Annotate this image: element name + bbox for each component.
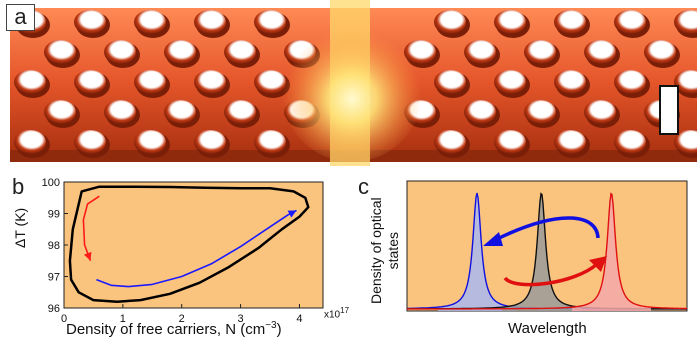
c-xlabel-text: Wavelength [508, 320, 587, 337]
lattice-hole [224, 100, 256, 124]
b-xlabel-exp: −3 [265, 320, 277, 331]
lattice-hole [254, 10, 286, 34]
lattice-hole [194, 10, 226, 34]
cavity-glow [282, 22, 422, 162]
lattice-hole [674, 10, 697, 34]
panel-a-label: a [6, 4, 35, 31]
panel-b-chart: 0 1 2 3 4 96 97 98 99 100 [42, 177, 324, 325]
lattice-hole [674, 130, 697, 154]
lattice-hole [14, 130, 46, 154]
b-y-tick-label: 98 [48, 240, 60, 252]
lattice-hole [644, 40, 676, 64]
blue-trajectory [96, 209, 297, 288]
panel-a: a [0, 0, 697, 166]
red-shift-arrow [503, 262, 599, 287]
b-xlabel-close: ) [276, 321, 282, 338]
lattice-hole [434, 70, 466, 94]
lattice-hole [164, 100, 196, 124]
c-ylabel-line2: states [385, 232, 401, 270]
lattice-hole [254, 70, 286, 94]
lattice-hole [584, 100, 616, 124]
lattice-hole [74, 10, 106, 34]
hysteresis-loop [68, 185, 310, 303]
lattice-hole [464, 100, 496, 124]
blue-arrowhead [483, 232, 503, 246]
photonic-crystal-render [10, 0, 697, 166]
lattice-hole [554, 70, 586, 94]
lattice-hole [104, 100, 136, 124]
lattice-hole [434, 10, 466, 34]
b-xlabel-text: Density of free carriers, N (cm [66, 321, 266, 338]
lattice-hole [254, 130, 286, 154]
lattice-hole [14, 70, 46, 94]
peak-fill [572, 193, 651, 311]
plot-area-b [63, 181, 324, 309]
blue-shift-arrow [494, 216, 600, 242]
peak-fill [502, 193, 581, 311]
b-y-tick-label: 100 [42, 177, 60, 189]
b-series-group [68, 185, 310, 303]
resonance-peak [407, 192, 687, 310]
peak-fill [438, 193, 516, 311]
b-x-tick-label: 0 [61, 313, 67, 325]
lattice-hole [74, 130, 106, 154]
lattice-hole [614, 70, 646, 94]
b-x-axis-label: Density of free carriers, N (cm−3) [66, 320, 282, 338]
lattice-hole [194, 130, 226, 154]
lattice-hole [464, 40, 496, 64]
b-y-tick-label: 97 [48, 272, 60, 284]
b-y-axis-label: ΔT (K) [12, 208, 28, 248]
lattice-hole [494, 10, 526, 34]
c-series-group [407, 192, 687, 311]
lattice-hole [494, 70, 526, 94]
lattice-hole [134, 10, 166, 34]
b-x-multiplier: x1017 [324, 306, 349, 320]
c-arrows [483, 216, 607, 287]
red-trajectory [82, 195, 100, 262]
lattice-hole [494, 130, 526, 154]
lattice-hole [524, 100, 556, 124]
lattice-hole [134, 70, 166, 94]
lattice-hole [74, 70, 106, 94]
b-y-tick-label: 99 [48, 209, 60, 221]
c-x-axis-label: Wavelength [508, 320, 587, 337]
lattice-hole [104, 40, 136, 64]
b-x-tick-label: 1 [120, 313, 126, 325]
lattice-hole [614, 10, 646, 34]
panel-b-label: b [12, 174, 25, 199]
lattice-hole [584, 40, 616, 64]
lattice-hole [524, 40, 556, 64]
b-x-tick-label: 3 [238, 313, 244, 325]
panel-c-chart [406, 180, 688, 312]
lattice-hole [224, 40, 256, 64]
lattice-hole [194, 70, 226, 94]
b-x-tick-label: 2 [179, 313, 185, 325]
lattice-hole [614, 130, 646, 154]
lattice-hole [44, 40, 76, 64]
lattice-hole [674, 70, 697, 94]
lattice-hole [434, 130, 466, 154]
lattice-hole [164, 40, 196, 64]
lattice-hole [44, 100, 76, 124]
scale-bar [659, 85, 679, 135]
c-y-axis-label: Density of optical states [368, 197, 402, 304]
blue-arrowhead-b [287, 210, 297, 218]
b-multiplier-exp: 17 [340, 306, 350, 315]
b-x-tick-label: 4 [296, 313, 302, 325]
lattice-hole [134, 130, 166, 154]
b-y-tick-label: 96 [48, 303, 60, 315]
c-ylabel-line1: Density of optical [368, 197, 384, 304]
red-arrowhead [589, 256, 607, 272]
b-multiplier-text: x10 [324, 309, 341, 321]
b-axis-ticks: 0 1 2 3 4 96 97 98 99 100 [42, 177, 303, 325]
panel-c-label: c [358, 174, 369, 199]
red-arrowhead-b [83, 251, 92, 261]
b-ylabel-text: ΔT (K) [12, 207, 28, 248]
lattice-hole [554, 10, 586, 34]
lattice-hole [554, 130, 586, 154]
